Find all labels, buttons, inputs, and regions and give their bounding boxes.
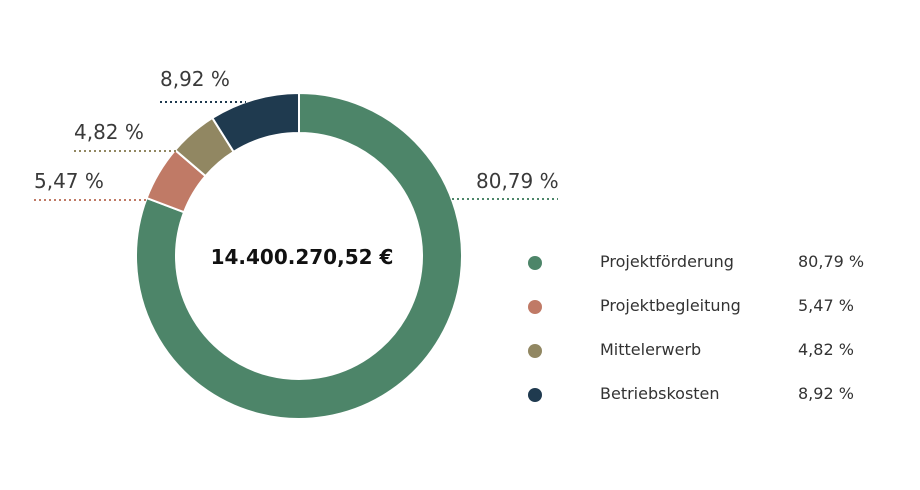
legend-dot-icon (528, 388, 542, 402)
total-amount: 14.400.270,52 € (211, 245, 394, 269)
legend-item-mittelerwerb: Mittelerwerb 4,82 % (528, 328, 888, 372)
legend-label: Betriebskosten (600, 384, 720, 403)
legend-item-projektbegleitung: Projektbegleitung 5,47 % (528, 284, 888, 328)
callout-label: 5,47 % (34, 169, 104, 193)
legend-value: 80,79 % (798, 252, 865, 271)
legend-item-betriebskosten: Betriebskosten 8,92 % (528, 372, 888, 416)
callouts: 80,79 % 5,47 % 4,82 % 8,92 % (34, 67, 559, 201)
donut-slice-projektförderung (135, 91, 463, 420)
legend-value: 8,92 % (798, 384, 854, 403)
legend-dot-icon (528, 300, 542, 314)
donut-slices (135, 91, 463, 420)
donut-slice-betriebskosten (210, 91, 300, 154)
callout-label: 80,79 % (476, 169, 559, 193)
callout-label: 8,92 % (160, 67, 230, 91)
legend-value: 5,47 % (798, 296, 854, 315)
legend-label: Projektförderung (600, 252, 734, 271)
legend-label: Projektbegleitung (600, 296, 741, 315)
legend-dot-icon (528, 256, 542, 270)
legend-label: Mittelerwerb (600, 340, 702, 359)
legend-dot-icon (528, 344, 542, 358)
legend: Projektförderung 80,79 % Projektbegleitu… (528, 240, 888, 416)
legend-value: 4,82 % (798, 340, 854, 359)
legend-item-projektfoerderung: Projektförderung 80,79 % (528, 240, 888, 284)
callout-label: 4,82 % (74, 120, 144, 144)
